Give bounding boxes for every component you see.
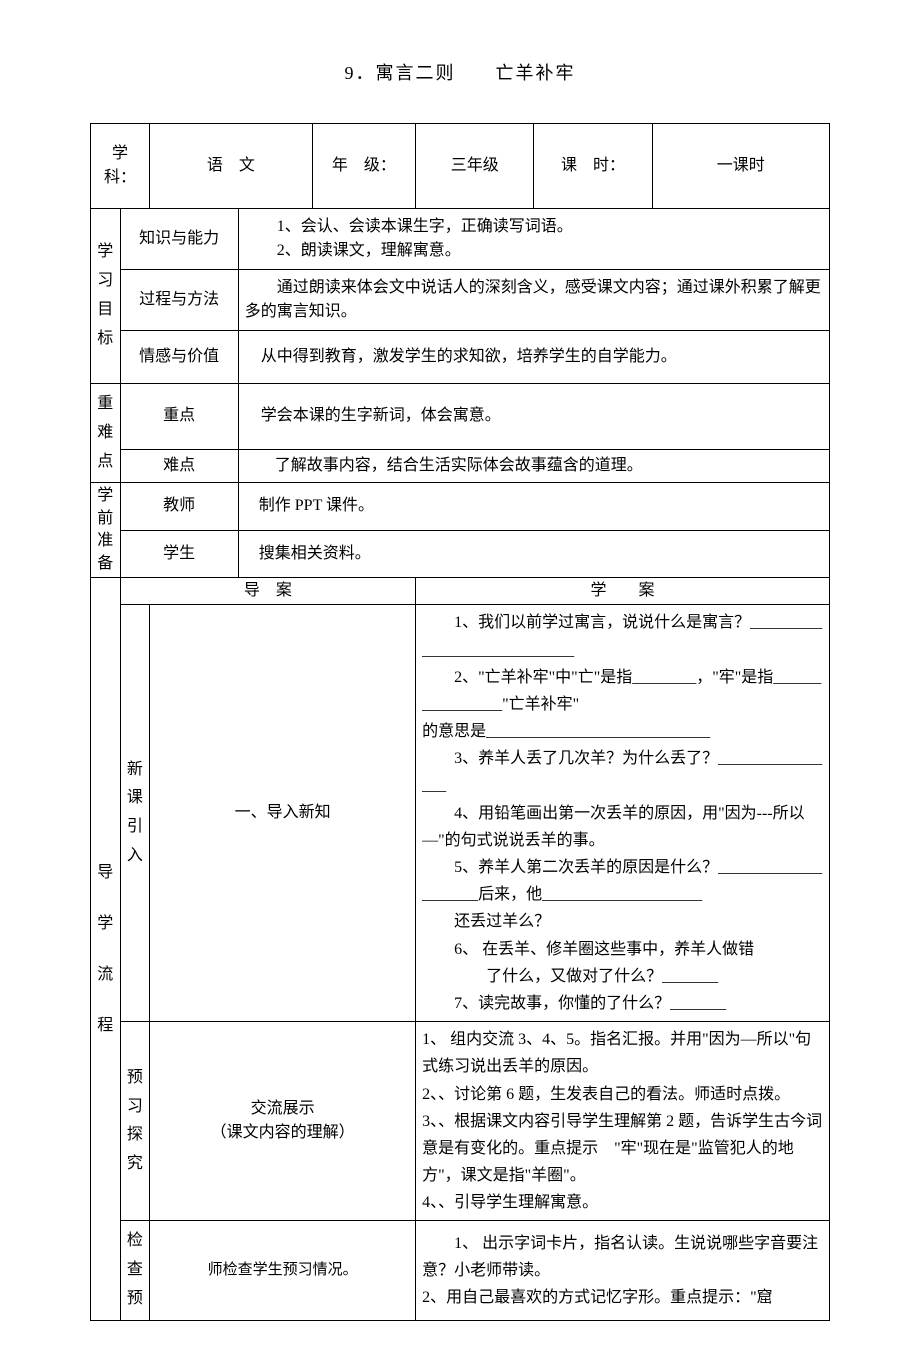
goals-label-1: 过程与方法 (120, 270, 238, 331)
flow-right-1: 1、 组内交流 3、4、5。指名汇报。并用"因为—所以"句式练习说出丢羊的原因。… (416, 1022, 830, 1221)
flow-row-1: 预 习 探 究 交流展示 （课文内容的理解） 1、 组内交流 3、4、5。指名汇… (91, 1022, 830, 1221)
goals-row-3: 情感与价值 从中得到教育，激发学生的求知欲，培养学生的自学能力。 (91, 331, 830, 384)
page-title: 9．寓言二则 亡羊补牢 (90, 60, 830, 87)
prep-section: 学前 准备 (91, 483, 121, 578)
prep-text-0: 制作 PPT 课件。 (238, 483, 829, 530)
flow-left-2: 师检查学生预习情况。 (150, 1221, 416, 1320)
flow-left-0: 一、导入新知 (150, 605, 416, 1022)
prep-label-0: 教师 (120, 483, 238, 530)
flow-section: 导 学 流 程 (91, 577, 121, 1320)
prep-row-1: 学前 准备 教师 制作 PPT 课件。 (91, 483, 830, 530)
flow-right-0: 1、我们以前学过寓言，说说什么是寓言？_____________________… (416, 605, 830, 1022)
flow-left-1: 交流展示 （课文内容的理解） (150, 1022, 416, 1221)
keypoints-text-1: 了解故事内容，结合生活实际体会故事蕴含的道理。 (238, 449, 829, 483)
flow-col-right: 学 案 (416, 577, 830, 604)
goals-label-2: 情感与价值 (120, 331, 238, 384)
flow-stage-0: 新 课 引 入 (120, 605, 150, 1022)
flow-stage-2: 检 查 预 (120, 1221, 150, 1320)
prep-label-1: 学生 (120, 530, 238, 577)
goals-text-1: 通过朗读来体会文中说话人的深刻含义，感受课文内容；通过课外积累了解更多的寓言知识… (238, 270, 829, 331)
goals-text-0: 1、会认、会读本课生字，正确读写词语。 2、朗读课文，理解寓意。 (238, 209, 829, 270)
goals-row-1: 学 习 目 标 知识与能力 1、会认、会读本课生字，正确读写词语。 2、朗读课文… (91, 209, 830, 270)
keypoints-section: 重 难 点 (91, 384, 121, 483)
flow-row-0: 新 课 引 入 一、导入新知 1、我们以前学过寓言，说说什么是寓言？______… (91, 605, 830, 1022)
grade-label: 年 级： (312, 124, 415, 209)
goals-text-2: 从中得到教育，激发学生的求知欲，培养学生的自学能力。 (238, 331, 829, 384)
subject-label: 学 科： (91, 124, 150, 209)
goals-section: 学 习 目 标 (91, 209, 121, 384)
header-row: 学 科： 语 文 年 级： 三年级 课 时： 一课时 (91, 124, 830, 209)
keypoints-text-0: 学会本课的生字新词，体会寓意。 (238, 384, 829, 450)
period-value: 一课时 (652, 124, 829, 209)
flow-stage-1: 预 习 探 究 (120, 1022, 150, 1221)
keypoints-label-1: 难点 (120, 449, 238, 483)
period-label: 课 时： (534, 124, 652, 209)
keypoints-row-2: 难点 了解故事内容，结合生活实际体会故事蕴含的道理。 (91, 449, 830, 483)
flow-col-left: 导 案 (120, 577, 416, 604)
keypoints-row-1: 重 难 点 重点 学会本课的生字新词，体会寓意。 (91, 384, 830, 450)
subject-value: 语 文 (150, 124, 313, 209)
grade-value: 三年级 (416, 124, 534, 209)
prep-row-2: 学生 搜集相关资料。 (91, 530, 830, 577)
flow-right-2: 1、 出示字词卡片，指名认读。生说说哪些字音要注意？小老师带读。 2、用自己最喜… (416, 1221, 830, 1320)
goals-row-2: 过程与方法 通过朗读来体会文中说话人的深刻含义，感受课文内容；通过课外积累了解更… (91, 270, 830, 331)
flow-header-row: 导 学 流 程 导 案 学 案 (91, 577, 830, 604)
goals-label-0: 知识与能力 (120, 209, 238, 270)
prep-text-1: 搜集相关资料。 (238, 530, 829, 577)
flow-row-2: 检 查 预 师检查学生预习情况。 1、 出示字词卡片，指名认读。生说说哪些字音要… (91, 1221, 830, 1320)
lesson-plan-table: 学 科： 语 文 年 级： 三年级 课 时： 一课时 学 习 目 标 知识与能力… (90, 123, 830, 1321)
keypoints-label-0: 重点 (120, 384, 238, 450)
